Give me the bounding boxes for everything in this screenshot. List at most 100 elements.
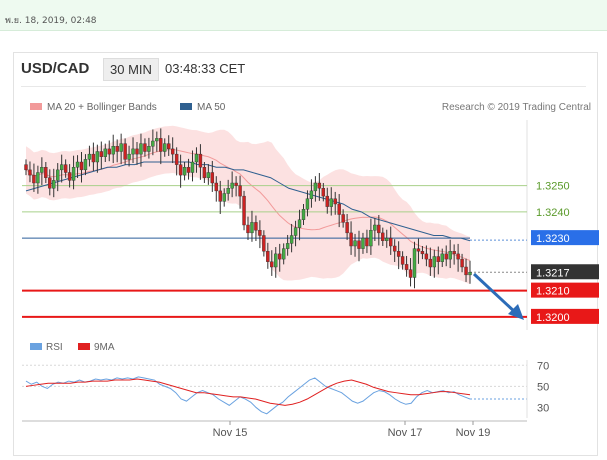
candle: [325, 187, 329, 214]
level-box-1-3217: [531, 264, 599, 280]
candle: [159, 128, 163, 165]
candle: [361, 232, 365, 254]
candle: [131, 137, 135, 164]
candle: [428, 247, 433, 276]
candle: [468, 260, 472, 284]
candle: [103, 143, 107, 162]
candle: [392, 239, 397, 263]
candle: [127, 145, 131, 167]
candle: [305, 190, 310, 217]
rsi-ma-line: [25, 378, 471, 406]
candle: [111, 134, 115, 164]
candle: [32, 163, 36, 192]
candle: [40, 157, 44, 186]
candle: [226, 179, 230, 201]
level-label-1-3200: 1.3200: [536, 312, 570, 324]
candle: [456, 243, 460, 272]
candle: [79, 152, 84, 183]
candle: [266, 242, 270, 269]
candle: [218, 180, 222, 214]
candle: [420, 246, 425, 260]
candle: [186, 158, 191, 180]
legend-9ma: 9MA: [94, 342, 115, 353]
candle: [448, 239, 452, 269]
candle: [163, 138, 167, 157]
candle: [309, 179, 314, 208]
level-box-1-3200: [531, 308, 599, 324]
candle: [281, 243, 286, 265]
candle: [460, 253, 464, 273]
candle: [258, 220, 262, 249]
legend-swatch-9ma: [78, 343, 90, 350]
candle: [329, 187, 333, 216]
candle: [99, 141, 104, 170]
candle: [289, 223, 294, 253]
candle: [155, 131, 159, 152]
candle: [274, 247, 278, 278]
candle: [400, 251, 405, 270]
candle: [67, 164, 72, 188]
candle: [71, 155, 76, 190]
rsi-line: [25, 376, 471, 415]
candle: [28, 161, 32, 183]
candle: [404, 255, 409, 277]
candle: [317, 173, 322, 201]
candle: [202, 162, 207, 183]
candle: [349, 221, 353, 255]
candle: [63, 159, 68, 178]
candle: [432, 249, 437, 278]
level-label-1-3210: 1.3210: [536, 286, 570, 298]
candle: [254, 215, 258, 242]
candle: [452, 244, 456, 265]
candle: [464, 258, 468, 282]
candle: [190, 150, 195, 182]
candle: [357, 230, 361, 262]
candles: [24, 128, 472, 289]
candle: [167, 135, 171, 156]
candle: [278, 243, 282, 272]
candle: [95, 144, 100, 173]
candle: [91, 142, 96, 171]
legend-bollinger: MA 20 + Bollinger Bands: [47, 102, 157, 113]
candle: [436, 246, 440, 275]
candle: [206, 164, 211, 185]
level-label-1-3217: 1.3217: [536, 267, 570, 279]
candle: [139, 133, 143, 167]
rsi-tick-70: 70: [537, 360, 549, 372]
candle: [170, 137, 175, 164]
candle: [198, 144, 203, 180]
candle: [83, 154, 88, 176]
candle: [135, 142, 139, 165]
timestamp: พ.ย. 18, 2019, 02:48: [5, 16, 97, 26]
level-label-1-3230: 1.3230: [536, 233, 570, 245]
candle: [242, 190, 246, 231]
candle: [270, 250, 274, 276]
candle: [385, 229, 389, 248]
candle: [56, 163, 60, 192]
candle: [369, 218, 373, 255]
candle: [262, 230, 266, 257]
candle: [444, 245, 448, 267]
top-banner: พ.ย. 18, 2019, 02:48: [0, 0, 607, 31]
candle: [293, 220, 298, 247]
timeframe-badge[interactable]: 30 MIN: [103, 58, 159, 81]
candle: [424, 245, 429, 267]
levels: [22, 185, 527, 318]
candle: [44, 162, 48, 183]
credit-text: Research © 2019 Trading Central: [442, 102, 591, 113]
candle: [147, 137, 151, 159]
candle: [48, 169, 52, 196]
candle: [381, 227, 385, 246]
x-tick-label: Nov 17: [388, 427, 423, 439]
candle: [333, 191, 337, 215]
candle: [373, 218, 377, 242]
candle: [297, 209, 302, 241]
level-labels: 1.3250 1.3240 1.3230 1.3217 1.3210 1.3200: [531, 181, 599, 324]
candle: [408, 258, 413, 287]
candle: [377, 215, 381, 246]
candle: [234, 176, 238, 197]
legend-ma50: MA 50: [197, 102, 226, 113]
legend-rsi: RSI: [46, 342, 63, 353]
candle: [222, 188, 226, 207]
